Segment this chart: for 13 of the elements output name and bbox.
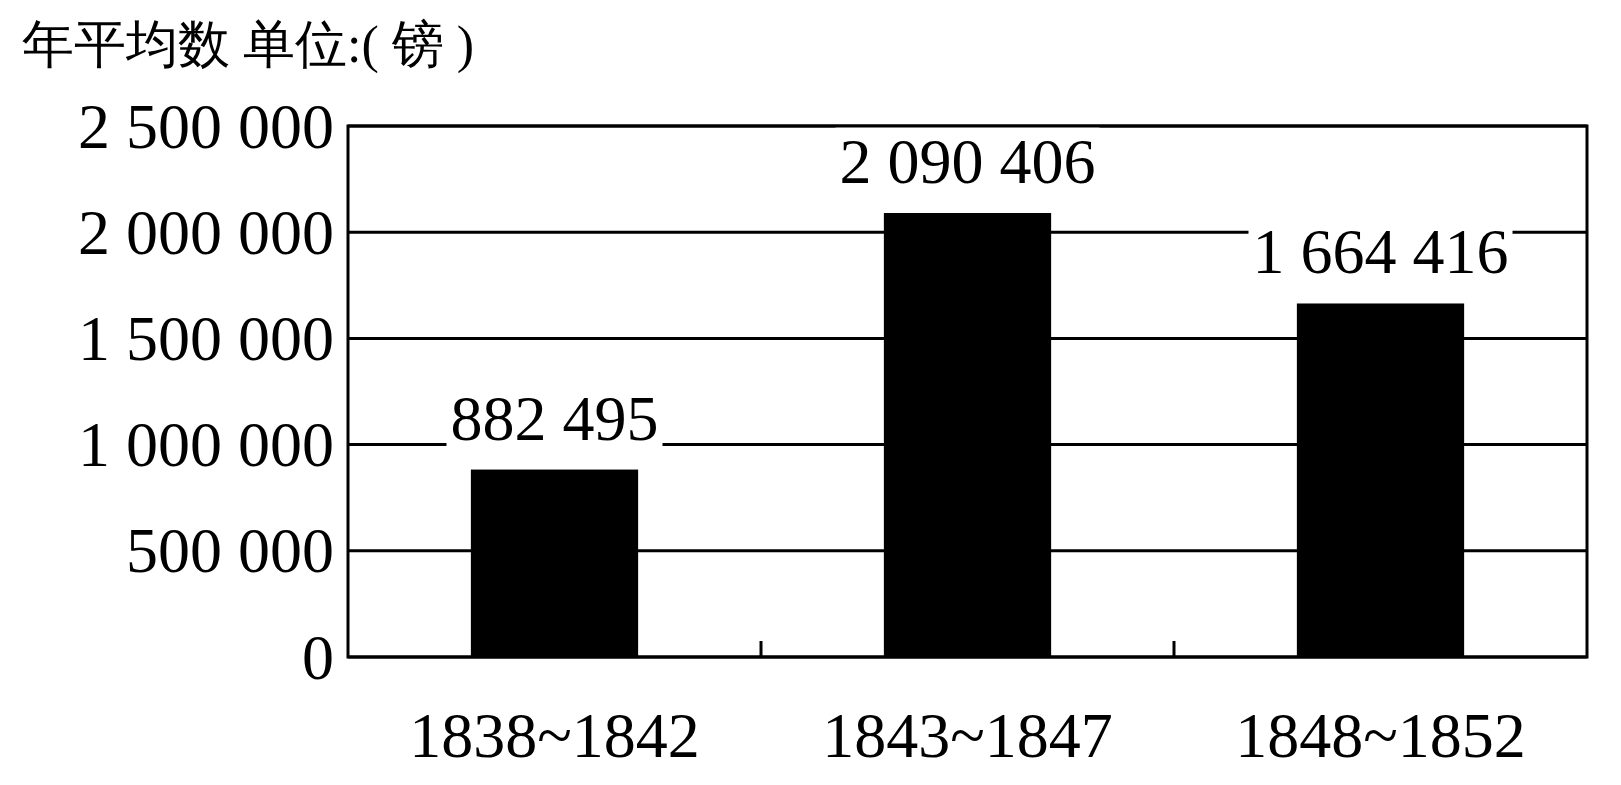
y-tick-label: 500 000	[126, 515, 334, 587]
y-tick-label: 2 500 000	[78, 90, 334, 162]
data-label: 2 090 406	[839, 126, 1096, 197]
x-tick-label: 1848~1852	[1235, 700, 1526, 771]
y-tick-label: 1 000 000	[78, 409, 334, 481]
x-tick-label: 1838~1842	[409, 700, 700, 771]
data-label: 882 495	[450, 382, 659, 454]
data-label: 1 664 416	[1252, 216, 1509, 288]
x-tick-label: 1843~1847	[822, 700, 1113, 771]
chart-title: 年平均数 单位:( 镑 )	[22, 16, 475, 74]
y-tick-label: 2 000 000	[78, 196, 334, 268]
y-tick-label: 1 500 000	[78, 302, 334, 374]
y-tick-label: 0	[302, 621, 334, 693]
